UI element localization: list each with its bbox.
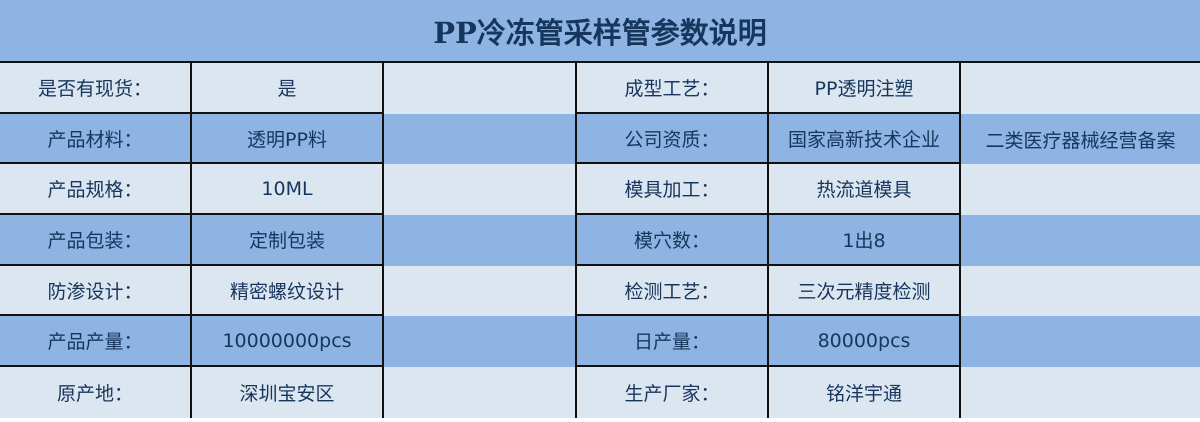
row-extra-extra2: 二类医疗器械经营备案	[961, 113, 1200, 165]
row-extra-extra1	[384, 113, 577, 165]
page-title: PP冷冻管采样管参数说明	[0, 0, 1200, 63]
row-extra-extra1	[384, 63, 577, 114]
row-value-value1: 定制包装	[192, 215, 384, 266]
row-extra-extra2	[961, 367, 1200, 418]
row-label-label2: 日产量：	[577, 316, 769, 368]
row-value-value1: 精密螺纹设计	[192, 265, 384, 317]
row-extra-extra2	[961, 164, 1200, 216]
row-value-value1: 10ML	[192, 164, 384, 216]
row-value-value1: 10000000pcs	[192, 316, 384, 368]
row-extra-extra1	[384, 316, 577, 368]
row-value-value2: PP透明注塑	[769, 63, 961, 114]
row-extra-extra1	[384, 215, 577, 266]
row-extra-extra2	[961, 63, 1200, 114]
row-label-label2: 检测工艺：	[577, 265, 769, 317]
row-label-label2: 生产厂家：	[577, 367, 769, 418]
row-label-label1: 原产地：	[0, 367, 192, 418]
row-label-label1: 产品规格：	[0, 164, 192, 216]
row-label-label2: 成型工艺：	[577, 63, 769, 114]
row-label-label1: 是否有现货：	[0, 63, 192, 114]
row-label-label1: 防渗设计：	[0, 265, 192, 317]
row-label-label2: 公司资质：	[577, 113, 769, 165]
spec-table: 是否有现货：是 成型工艺： PP透明注塑产品材料： 透明PP料 公司资质： 国家高新技术企…	[0, 63, 1200, 418]
row-value-value2: 1出8	[769, 215, 961, 266]
row-value-value2: 国家高新技术企业	[769, 113, 961, 165]
row-value-value2: 热流道模具	[769, 164, 961, 216]
row-value-value1: 深圳宝安区	[192, 367, 384, 418]
row-extra-extra2	[961, 265, 1200, 317]
row-label-label2: 模具加工：	[577, 164, 769, 216]
row-label-label1: 产品产量：	[0, 316, 192, 368]
row-extra-extra2	[961, 316, 1200, 368]
row-value-value2: 铭洋宇通	[769, 367, 961, 418]
row-extra-extra1	[384, 164, 577, 216]
row-value-value1: 是	[192, 63, 384, 114]
row-value-value2: 三次元精度检测	[769, 265, 961, 317]
row-value-value2: 80000pcs	[769, 316, 961, 368]
row-extra-extra1	[384, 367, 577, 418]
row-extra-extra1	[384, 265, 577, 317]
row-value-value1: 透明PP料	[192, 113, 384, 165]
row-label-label1: 产品材料：	[0, 113, 192, 165]
row-extra-extra2	[961, 215, 1200, 266]
row-label-label2: 模穴数：	[577, 215, 769, 266]
row-label-label1: 产品包装：	[0, 215, 192, 266]
